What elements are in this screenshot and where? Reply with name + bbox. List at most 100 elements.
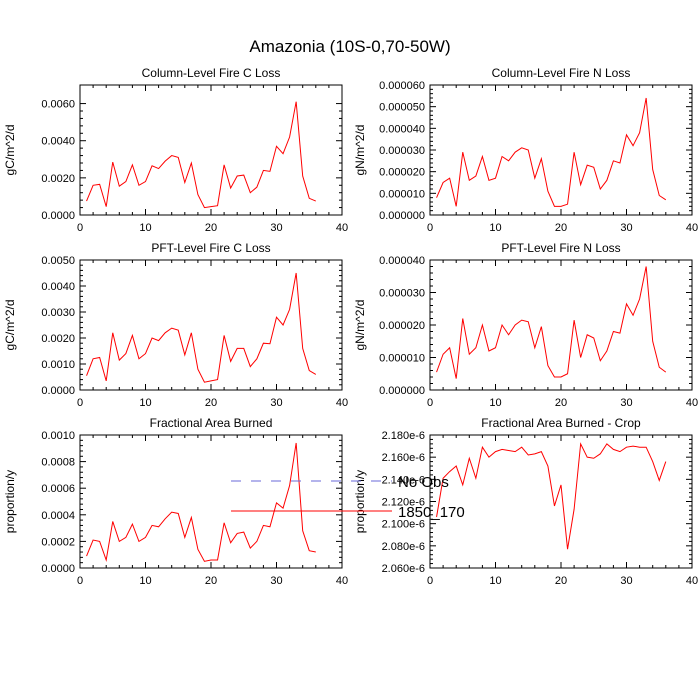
x-tick-label: 30: [270, 575, 282, 587]
x-tick-label: 20: [555, 575, 567, 587]
legend: No Obs 1850_170: [231, 474, 465, 521]
y-tick-label: 0.000010: [379, 353, 425, 365]
x-tick-label: 0: [427, 397, 433, 409]
x-tick-label: 20: [205, 575, 217, 587]
y-tick-label: 0.0008: [41, 457, 75, 469]
y-tick-label: 0.0000: [41, 385, 75, 397]
y-tick-label: 0.0000: [41, 210, 75, 222]
y-tick-label: 0.000000: [379, 210, 425, 222]
panel-1: Column-Level Fire C Loss 0 10 20 30 40 0.0000 0…: [3, 66, 348, 234]
series-line-1850-170: [86, 442, 316, 563]
panel-title: Fractional Area Burned: [150, 416, 273, 430]
x-tick-label: 20: [205, 397, 217, 409]
x-tick-label: 20: [555, 397, 567, 409]
panel-title: PFT-Level Fire C Loss: [151, 241, 270, 255]
y-tick-label: 2.160e-6: [382, 452, 425, 464]
panel-title: PFT-Level Fire N Loss: [501, 241, 620, 255]
y-tick-label: 0.000030: [379, 145, 425, 157]
y-tick-label: 2.100e-6: [382, 519, 425, 531]
x-tick-label: 10: [139, 397, 151, 409]
y-tick-label: 0.0040: [41, 136, 75, 148]
y-tick-label: 0.0020: [41, 333, 75, 345]
x-tick-label: 0: [77, 222, 83, 234]
panel-4: PFT-Level Fire N Loss 0 10 20 30 40 0.000000 0.…: [353, 241, 698, 409]
y-axis-label: gC/m^2/d: [3, 125, 17, 176]
y-tick-label: 2.080e-6: [382, 541, 425, 553]
plot-frame: [79, 259, 343, 391]
x-tick-label: 0: [427, 575, 433, 587]
x-tick-label: 40: [336, 222, 348, 234]
y-tick-label: 0.000040: [379, 255, 425, 267]
x-tick-label: 10: [489, 222, 501, 234]
x-tick-label: 0: [77, 397, 83, 409]
y-tick-label: 0.0020: [41, 173, 75, 185]
series-line-1850-170: [436, 97, 667, 207]
series-line-1850-170: [86, 272, 317, 383]
series-line-1850-170: [436, 442, 667, 550]
y-axis-label: proportion/y: [353, 470, 367, 533]
y-tick-label: 0.0006: [41, 483, 75, 495]
y-tick-label: 0.0040: [41, 281, 75, 293]
y-tick-label: 0.000010: [379, 188, 425, 200]
panel-title: Column-Level Fire C Loss: [142, 66, 281, 80]
y-tick-label: 0.000020: [379, 320, 425, 332]
y-tick-label: 0.0004: [41, 510, 75, 522]
x-tick-label: 40: [686, 222, 698, 234]
x-tick-label: 0: [77, 575, 83, 587]
panel-3: PFT-Level Fire C Loss 0 10 20 30 40 0.0000 0.00…: [3, 241, 348, 409]
y-tick-label: 0.000040: [379, 123, 425, 135]
panel-6: Fractional Area Burned - Crop 0 10 20 30 40 2.…: [353, 416, 698, 587]
x-tick-label: 30: [620, 575, 632, 587]
plot-frame: [429, 259, 693, 391]
y-tick-label: 0.000000: [379, 385, 425, 397]
y-tick-label: 0.0010: [41, 359, 75, 371]
y-tick-label: 0.0050: [41, 255, 75, 267]
figure-title: Amazonia (10S-0,70-50W): [249, 37, 450, 56]
plot-frame: [429, 84, 693, 216]
series-line-1850-170: [436, 266, 667, 379]
x-tick-label: 10: [489, 575, 501, 587]
plot-frame: [79, 434, 343, 569]
y-tick-label: 0.0060: [41, 99, 75, 111]
y-tick-label: 0.000060: [379, 80, 425, 92]
y-tick-label: 0.0030: [41, 307, 75, 319]
x-tick-label: 10: [139, 222, 151, 234]
x-tick-label: 30: [620, 397, 632, 409]
x-tick-label: 0: [427, 222, 433, 234]
x-tick-label: 40: [686, 575, 698, 587]
panel-2: Column-Level Fire N Loss 0 10 20 30 40 0.00000…: [353, 66, 698, 234]
panel-title: Column-Level Fire N Loss: [492, 66, 631, 80]
y-axis-label: gN/m^2/d: [353, 300, 367, 351]
x-tick-label: 20: [205, 222, 217, 234]
y-axis-label: gC/m^2/d: [3, 300, 17, 351]
y-tick-label: 2.140e-6: [382, 474, 425, 486]
panel-title: Fractional Area Burned - Crop: [481, 416, 641, 430]
y-tick-label: 0.000030: [379, 288, 425, 300]
y-tick-label: 0.000050: [379, 102, 425, 114]
x-tick-label: 20: [555, 222, 567, 234]
x-tick-label: 30: [270, 397, 282, 409]
x-tick-label: 10: [489, 397, 501, 409]
y-axis-label: proportion/y: [3, 470, 17, 533]
series-line-1850-170: [86, 101, 316, 209]
y-tick-label: 0.000020: [379, 167, 425, 179]
y-tick-label: 0.0002: [41, 536, 75, 548]
x-tick-label: 30: [270, 222, 282, 234]
y-axis-label: gN/m^2/d: [353, 125, 367, 176]
y-tick-label: 2.120e-6: [382, 497, 425, 509]
y-tick-label: 2.180e-6: [382, 430, 425, 442]
x-tick-label: 30: [620, 222, 632, 234]
plot-frame: [429, 434, 693, 569]
x-tick-label: 10: [139, 575, 151, 587]
legend-label-no-obs: No Obs: [398, 474, 449, 491]
x-tick-label: 40: [336, 575, 348, 587]
panel-5: Fractional Area Burned 0 10 20 30 40 0.0000 0.0…: [3, 416, 348, 587]
legend-label-1850-170: 1850_170: [398, 504, 465, 521]
x-tick-label: 40: [336, 397, 348, 409]
y-tick-label: 0.0000: [41, 563, 75, 575]
y-tick-label: 0.0010: [41, 430, 75, 442]
y-tick-label: 2.060e-6: [382, 563, 425, 575]
x-tick-label: 40: [686, 397, 698, 409]
